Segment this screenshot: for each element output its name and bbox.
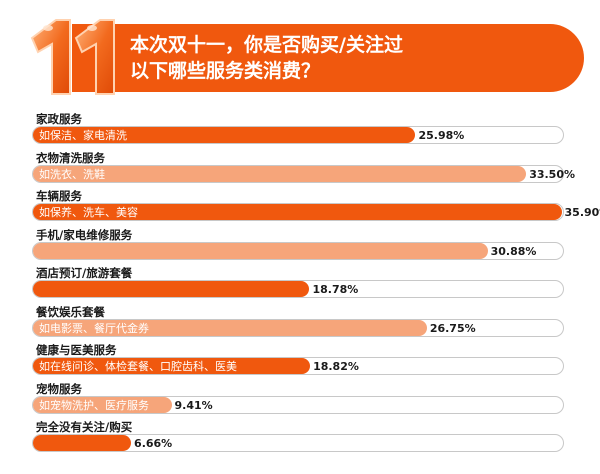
data-label: 25.98%: [418, 129, 465, 142]
data-label: 9.41%: [174, 398, 213, 412]
chart-title-line2: 以下哪些服务类消费？: [130, 60, 321, 82]
category-label: 宠物服务: [36, 381, 82, 396]
double-eleven-logo: [30, 19, 115, 95]
chart-header: 本次双十一，你是否购买/关注过 以下哪些服务类消费？: [12, 10, 584, 98]
bar-subtitle: 如电影票、餐厅代金券: [39, 321, 149, 335]
category-label: 餐饮娱乐套餐: [36, 304, 105, 319]
bar-row: 完全没有关注/购买 6.66%: [32, 420, 572, 458]
bar-row: 家政服务如保洁、家电清洗 25.98%: [32, 112, 572, 150]
bar-subtitle: 如在线问诊、体检套餐、口腔齿科、医美: [39, 360, 237, 373]
data-label: 18.82%: [313, 360, 359, 373]
bar-row: 酒店预订/旅游套餐 18.78%: [32, 266, 572, 304]
bar: [33, 435, 132, 451]
data-label: 6.66%: [134, 437, 173, 450]
bar-subtitle: 如保洁、家电清洗: [39, 129, 127, 142]
bar: [33, 281, 310, 297]
bar-row: 餐饮娱乐套餐如电影票、餐厅代金券 26.75%: [32, 305, 572, 343]
category-label: 家政服务: [36, 112, 82, 126]
bar-track: 如在线问诊、体检套餐、口腔齿科、医美 18.82%: [32, 357, 564, 375]
data-label: 26.75%: [429, 321, 476, 335]
category-label: 酒店预订/旅游套餐: [36, 266, 133, 280]
bar-row: 宠物服务如宠物洗护、医疗服务 9.41%: [32, 382, 572, 420]
data-label: 30.88%: [490, 244, 537, 258]
category-label: 完全没有关注/购买: [36, 420, 133, 434]
bar-track: 18.78%: [32, 280, 564, 298]
title-banner: [72, 24, 584, 92]
bar: [33, 127, 416, 143]
bar: [33, 242, 488, 259]
data-label: 35.90%: [564, 206, 600, 219]
data-label: 33.50%: [529, 167, 576, 181]
bar-track: 如保养、洗车、美容 35.90%: [32, 203, 600, 221]
bar-track: 如洗衣、洗鞋 33.50%: [32, 164, 575, 183]
bar-track: 如电影票、餐厅代金券 26.75%: [32, 318, 564, 337]
data-label: 18.78%: [312, 283, 359, 296]
bar: [33, 319, 427, 336]
category-label: 车辆服务: [36, 189, 82, 203]
category-label: 健康与医美服务: [36, 343, 117, 357]
bar-subtitle: 如保养、洗车、美容: [39, 206, 138, 219]
chart-title-line1: 本次双十一，你是否购买/关注过: [130, 34, 403, 56]
chart-title: 本次双十一，你是否购买/关注过 以下哪些服务类消费？: [130, 32, 403, 84]
bar-subtitle: 如洗衣、洗鞋: [39, 167, 105, 181]
bar-track: 如保洁、家电清洗 25.98%: [32, 126, 564, 144]
bar-row: 手机/家电维修服务 30.88%: [32, 228, 572, 266]
bar: [33, 165, 527, 182]
category-label: 手机/家电维修服务: [36, 227, 133, 242]
category-label: 衣物清洗服务: [36, 150, 105, 165]
bar-row: 健康与医美服务如在线问诊、体检套餐、口腔齿科、医美 18.82%: [32, 343, 572, 381]
bar-track: 6.66%: [32, 434, 564, 452]
bar: [33, 358, 311, 374]
bar-track: 30.88%: [32, 241, 564, 260]
bar-subtitle: 如宠物洗护、医疗服务: [39, 398, 149, 412]
bar: [33, 396, 172, 413]
bar-row: 衣物清洗服务 如洗衣、洗鞋 33.50%: [32, 150, 575, 189]
bar-track: 如宠物洗护、医疗服务 9.41%: [32, 395, 564, 414]
bar: [33, 204, 562, 220]
